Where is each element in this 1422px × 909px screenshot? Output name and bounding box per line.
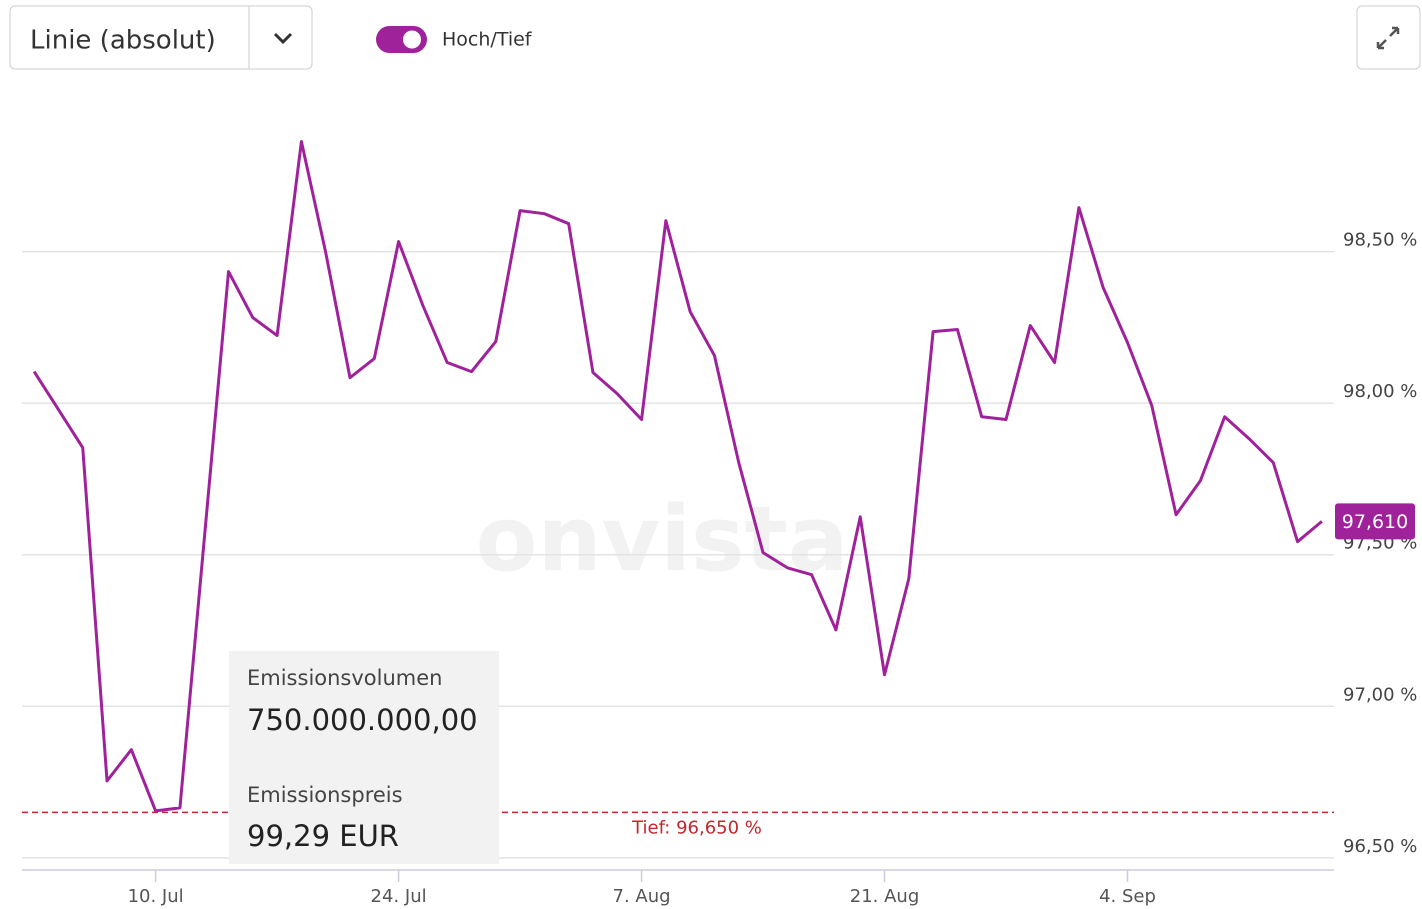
tooltip-box bbox=[229, 651, 499, 864]
y-tick-label: 97,00 % bbox=[1343, 684, 1417, 705]
select-box[interactable] bbox=[9, 5, 313, 70]
toggle[interactable] bbox=[376, 26, 427, 53]
x-tick-label: 21. Aug bbox=[850, 886, 920, 907]
x-tick-label: 4. Sep bbox=[1099, 886, 1156, 907]
tooltip-value: 750.000.000,00 bbox=[247, 703, 478, 737]
x-tick-label: 10. Jul bbox=[128, 886, 184, 907]
tooltip-value: 99,29 EUR bbox=[247, 819, 399, 853]
tooltip: Emissionsvolumen 750.000.000,00 Emission… bbox=[229, 651, 499, 864]
expand-icon[interactable] bbox=[1376, 26, 1400, 50]
y-tick-label: 98,00 % bbox=[1343, 381, 1417, 402]
tooltip-label: Emissionsvolumen bbox=[247, 666, 442, 690]
fullscreen-button[interactable] bbox=[1356, 5, 1421, 70]
chevron-icon[interactable] bbox=[273, 32, 293, 45]
low-line-label: Tief: 96,650 % bbox=[631, 817, 762, 838]
y-tick-label: 96,50 % bbox=[1343, 836, 1417, 857]
last-value-label: 97,610 bbox=[1342, 511, 1408, 533]
price-line bbox=[32, 140, 1323, 813]
watermark: onvista bbox=[476, 487, 849, 592]
tooltip-label: Emissionspreis bbox=[247, 783, 403, 807]
select-text: Linie (absolut) bbox=[30, 26, 216, 56]
last-value-badge bbox=[1335, 503, 1415, 540]
button-box[interactable] bbox=[1356, 5, 1421, 70]
x-tick-label: 7. Aug bbox=[613, 886, 671, 907]
chart: 96,50 %97,00 %97,50 %98,00 %98,50 %10. J… bbox=[22, 140, 1417, 907]
toggle-label: Hoch/Tief bbox=[442, 29, 533, 51]
x-tick-label: 24. Jul bbox=[371, 886, 427, 907]
y-tick-label: 98,50 % bbox=[1343, 230, 1417, 251]
chart-mode-select[interactable]: Linie (absolut) bbox=[9, 5, 313, 70]
toggle-knob[interactable] bbox=[403, 30, 421, 49]
